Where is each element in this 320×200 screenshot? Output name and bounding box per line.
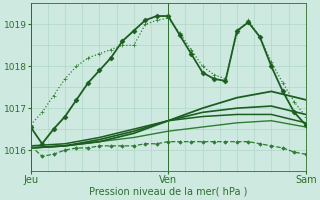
- X-axis label: Pression niveau de la mer( hPa ): Pression niveau de la mer( hPa ): [89, 187, 247, 197]
